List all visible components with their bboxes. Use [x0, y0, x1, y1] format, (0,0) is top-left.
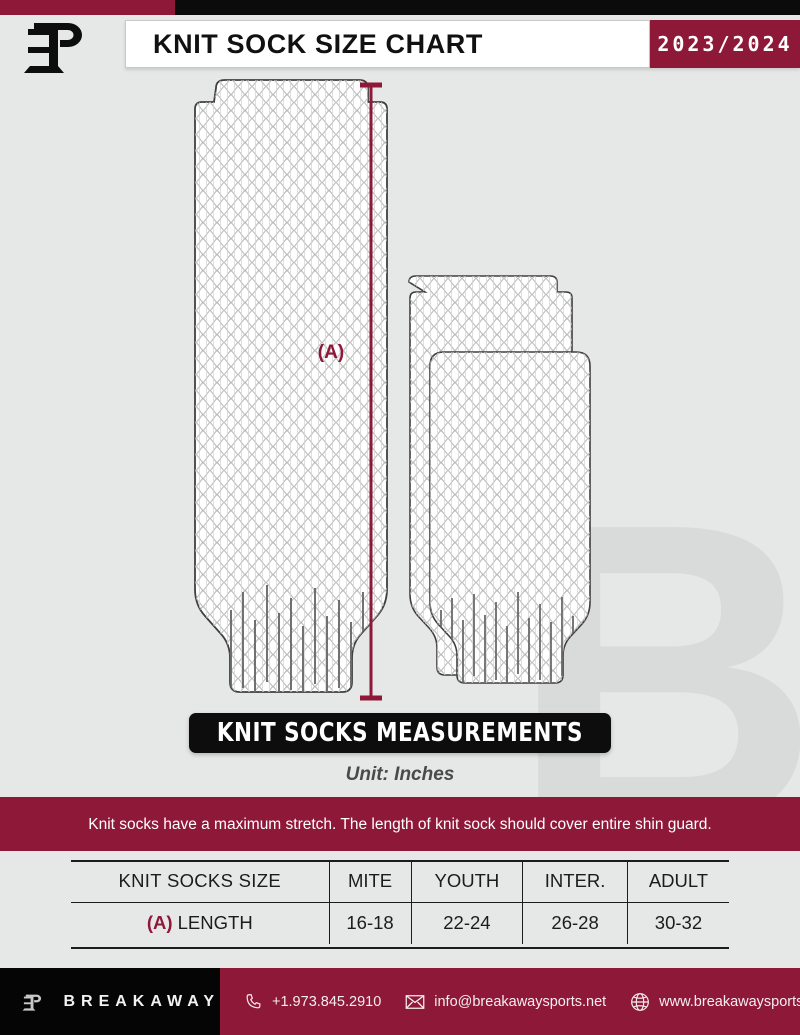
breakaway-b-logo-icon: [22, 994, 42, 1011]
table-header-adult: ADULT: [626, 860, 729, 903]
table-header-inter: INTER.: [522, 860, 628, 903]
note-strip: Knit socks have a maximum stretch. The l…: [0, 797, 800, 851]
cell-inter-length: 26-28: [522, 901, 628, 944]
footer-website-text: www.breakawaysports.net: [659, 993, 800, 1010]
table-header-row: KNIT SOCKS SIZE MITE YOUTH INTER. ADULT: [71, 860, 729, 903]
footer-brand-name: BREAKAWAY: [63, 992, 220, 1010]
row-mark-a: (A): [146, 912, 173, 934]
season-year-badge: 2023/2024: [650, 20, 800, 68]
cell-youth-length: 22-24: [410, 901, 524, 944]
cell-mite-length: 16-18: [328, 901, 412, 944]
unit-note: Unit: Inches: [345, 764, 455, 785]
breakaway-b-logo-icon: [24, 23, 82, 73]
page-header: KNIT SOCK SIZE CHART 2023/2024: [0, 15, 800, 73]
footer-email-text: info@breakawaysports.net: [434, 993, 607, 1010]
measurements-banner-label: KNIT SOCKS MEASUREMENTS: [216, 718, 584, 748]
globe-icon: [630, 992, 650, 1012]
callout-label-a: (A): [318, 342, 344, 363]
footer-phone-text: +1.973.845.2910: [272, 993, 382, 1010]
table-bottom-rule: [71, 947, 729, 949]
table-header-mite: MITE: [328, 860, 412, 903]
footer-website[interactable]: www.breakawaysports.net: [630, 992, 800, 1012]
small-sock: [429, 351, 591, 684]
row-label-text: LENGTH: [177, 912, 253, 934]
season-year-label: 2023/2024: [657, 32, 793, 56]
cell-adult-length: 30-32: [626, 901, 729, 944]
small-sock-ribbing: [440, 592, 574, 683]
row-label-length: (A) LENGTH: [71, 901, 330, 944]
sock-illustration: (A): [194, 79, 591, 701]
footer-contact-block: +1.973.845.2910 info@breakawaysports.net: [220, 968, 800, 1035]
table-top-rule: [71, 860, 729, 862]
phone-icon: [244, 992, 263, 1011]
size-table-wrap: KNIT SOCKS SIZE MITE YOUTH INTER. ADULT …: [71, 860, 729, 944]
note-text: Knit socks have a maximum stretch. The l…: [88, 815, 712, 833]
table-row: (A) LENGTH 16-18 22-24 26-28 30-32: [71, 901, 729, 944]
footer-email[interactable]: info@breakawaysports.net: [405, 994, 606, 1010]
footer-brand-block: BREAKAWAY: [0, 968, 220, 1035]
mail-icon: [405, 994, 425, 1010]
footer-phone[interactable]: +1.973.845.2910: [244, 992, 381, 1011]
top-accent-bar-black: [175, 0, 800, 15]
page-footer: BREAKAWAY +1.973.845.2910: [0, 968, 800, 1035]
size-table: KNIT SOCKS SIZE MITE YOUTH INTER. ADULT …: [71, 860, 729, 944]
table-header-size: KNIT SOCKS SIZE: [71, 860, 330, 903]
page-title: KNIT SOCK SIZE CHART: [153, 28, 484, 59]
measure-line-a: [360, 82, 382, 701]
chart-title-box: KNIT SOCK SIZE CHART: [125, 20, 650, 68]
top-accent-bar-maroon: [0, 0, 175, 15]
large-sock: [194, 79, 388, 693]
measurements-banner: KNIT SOCKS MEASUREMENTS: [189, 713, 611, 753]
table-header-youth: YOUTH: [410, 860, 524, 903]
